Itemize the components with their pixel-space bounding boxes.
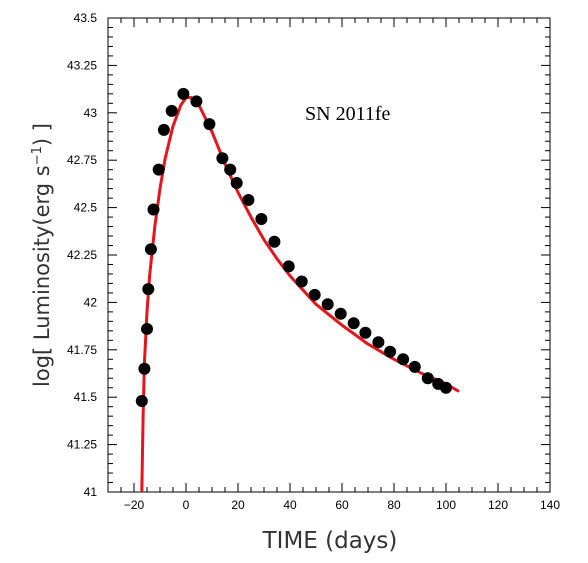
x-tick-label: 20 <box>231 498 245 512</box>
y-tick-label: 42.75 <box>67 153 97 167</box>
data-point <box>142 283 155 296</box>
data-point <box>282 260 295 273</box>
data-point <box>216 152 229 165</box>
x-tick-label: 0 <box>183 498 190 512</box>
data-point <box>141 322 153 335</box>
model-fit-line <box>140 96 460 493</box>
data-point <box>152 163 165 176</box>
y-tick-label: 41 <box>84 485 98 499</box>
data-point <box>255 212 268 225</box>
y-axis-title: log[ Luminosity(erg s−1) ] <box>30 123 54 387</box>
x-tick-label: 40 <box>283 498 297 512</box>
data-point <box>138 362 151 375</box>
data-point <box>347 317 360 330</box>
x-tick-label: 120 <box>488 498 508 512</box>
x-tick-label: 100 <box>436 498 456 512</box>
data-point <box>295 275 308 288</box>
data-point <box>334 307 347 320</box>
annotation-label: SN 2011fe <box>305 103 390 125</box>
x-tick-label: 60 <box>335 498 349 512</box>
data-point <box>177 87 190 100</box>
y-tick-label: 42 <box>84 295 98 309</box>
data-point <box>224 163 237 176</box>
data-point <box>372 336 385 349</box>
y-tick-label: 42.5 <box>74 201 98 215</box>
data-point <box>144 243 157 256</box>
plot-frame <box>107 17 551 493</box>
y-tick-label: 41.75 <box>67 343 97 357</box>
y-tick-label: 43 <box>84 106 98 120</box>
y-tick-label: 43.5 <box>74 11 98 25</box>
data-point <box>242 194 255 207</box>
data-point <box>157 123 170 136</box>
y-tick-label: 41.5 <box>74 390 98 404</box>
data-point <box>147 203 160 216</box>
x-axis-title: TIME (days) <box>262 528 398 554</box>
data-point <box>359 326 372 339</box>
x-tick-label: 80 <box>387 498 401 512</box>
data-point <box>190 95 203 108</box>
y-axis-title-tail: ) ] <box>30 123 54 146</box>
x-axis-ticks: −20 0 20 40 60 80 100 120 140 <box>107 18 560 512</box>
y-tick-label: 42.25 <box>67 248 97 262</box>
data-point <box>230 176 243 189</box>
data-point <box>203 118 216 131</box>
data-point <box>408 360 421 373</box>
y-tick-label: 43.25 <box>67 58 97 72</box>
y-axis-ticks: 41 41.25 41.5 41.75 42 42.25 42.5 42.75 43 43.25 4… <box>67 11 550 499</box>
data-point <box>397 353 410 366</box>
data-point <box>135 394 148 407</box>
y-axis-title-sup: −1 <box>30 146 45 165</box>
data-point <box>321 298 334 311</box>
y-axis-title-main: log[ Luminosity(erg s <box>30 165 54 387</box>
y-tick-label: 41.25 <box>67 438 97 452</box>
x-tick-label: 140 <box>540 498 560 512</box>
data-point <box>384 345 397 358</box>
data-series <box>135 87 460 493</box>
data-point <box>268 235 281 248</box>
data-point <box>308 288 321 301</box>
x-tick-label: −20 <box>124 498 145 512</box>
data-point <box>421 372 434 385</box>
data-point <box>440 381 452 394</box>
data-point <box>165 104 178 117</box>
